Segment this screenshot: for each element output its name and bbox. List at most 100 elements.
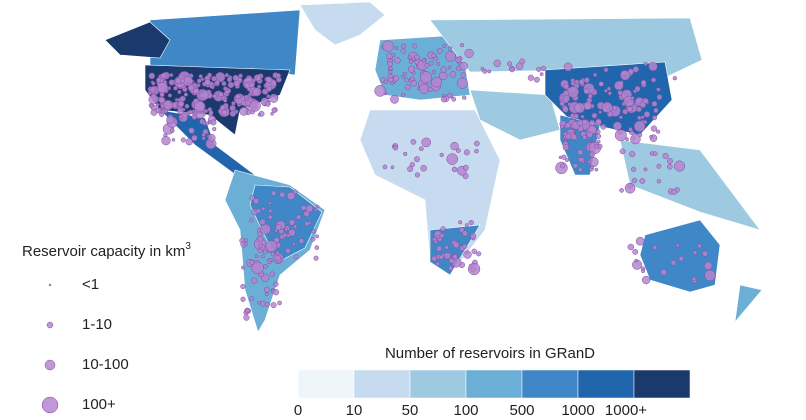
reservoir-dot — [435, 234, 440, 239]
reservoir-dot — [431, 76, 442, 88]
reservoir-dot — [284, 227, 288, 232]
reservoir-dot — [635, 236, 645, 246]
reservoir-dot — [188, 109, 193, 115]
reservoir-dot — [456, 77, 468, 89]
reservoir-dot — [244, 308, 251, 314]
reservoir-dot — [264, 100, 271, 107]
reservoir-dot — [672, 75, 678, 81]
reservoir-dot — [450, 141, 459, 151]
reservoir-dot — [574, 102, 586, 114]
reservoir-dot — [270, 190, 277, 196]
reservoir-dot — [600, 123, 607, 130]
reservoir-dot — [285, 247, 291, 254]
reservoir-dot — [589, 119, 596, 126]
reservoir-dot — [403, 71, 407, 76]
reservoir-dot — [251, 277, 258, 284]
reservoir-dot — [482, 68, 488, 74]
australia — [639, 219, 721, 293]
reservoir-dot — [257, 231, 263, 237]
reservoir-dot — [223, 86, 228, 91]
reservoir-dot — [210, 119, 217, 126]
reservoir-dot — [559, 124, 565, 129]
reservoir-dot — [191, 134, 198, 142]
reservoir-dot — [650, 125, 658, 132]
reservoir-dot — [401, 74, 406, 79]
reservoir-dot — [304, 221, 310, 227]
reservoir-dot — [580, 114, 585, 119]
capacity-legend-label: 1-10 — [82, 316, 112, 333]
reservoir-dot — [184, 103, 190, 109]
reservoir-dot — [267, 214, 273, 220]
reservoir-dot — [394, 57, 401, 64]
reservoir-dot — [617, 90, 623, 96]
reservoir-dot — [151, 81, 156, 86]
reservoir-dot — [640, 115, 645, 120]
reservoir-dot — [462, 164, 469, 171]
reservoir-dot — [407, 65, 416, 73]
reservoir-dot — [652, 115, 658, 121]
reservoir-dot — [414, 156, 420, 163]
colorbar-swatch — [633, 369, 691, 399]
reservoir-dot — [150, 109, 158, 116]
reservoir-dot — [270, 111, 274, 116]
reservoir-dot — [439, 233, 445, 239]
reservoir-dot — [272, 289, 280, 296]
reservoir-dot — [649, 134, 654, 139]
reservoir-dot — [515, 62, 524, 70]
reservoir-dot — [424, 63, 430, 68]
reservoir-dot — [253, 198, 260, 205]
reservoir-dot — [412, 43, 418, 49]
reservoir-dot — [587, 160, 592, 164]
reservoir-dot — [639, 178, 646, 184]
reservoir-dot — [572, 163, 578, 169]
reservoir-dot — [203, 108, 209, 114]
reservoir-dot — [559, 95, 564, 100]
reservoir-dot — [578, 79, 585, 85]
reservoir-dot — [300, 205, 307, 211]
reservoir-dot — [148, 94, 159, 105]
reservoir-dot — [387, 61, 393, 67]
capacity-legend-dot — [41, 396, 59, 414]
reservoir-dot — [212, 94, 217, 99]
reservoir-dot — [204, 78, 211, 86]
capacity-legend-dot — [44, 359, 56, 371]
reservoir-dot — [581, 119, 588, 126]
colorbar-label: 500 — [509, 402, 534, 419]
reservoir-dot — [678, 256, 684, 262]
reservoir-dot — [560, 163, 566, 169]
reservoir-dot — [391, 52, 396, 57]
reservoir-dot — [286, 191, 296, 201]
reservoir-dot — [656, 129, 661, 134]
reservoir-dot — [624, 182, 636, 194]
reservoir-dot — [314, 207, 318, 212]
reservoir-dot — [410, 80, 417, 87]
colorbar-label: 0 — [294, 402, 302, 419]
world-map — [104, 1, 763, 333]
reservoir-dot — [388, 66, 393, 71]
reservoir-dot — [315, 234, 320, 239]
reservoir-dot — [582, 134, 588, 140]
reservoir-dot — [269, 93, 279, 103]
reservoir-dot — [211, 75, 217, 82]
reservoir-dot — [219, 104, 226, 111]
reservoir-dot — [590, 165, 594, 169]
capacity-legend-label: 100+ — [82, 396, 116, 413]
reservoir-dot — [440, 96, 448, 103]
reservoir-dot — [209, 84, 213, 89]
reservoir-dot — [452, 254, 458, 260]
reservoir-dot — [410, 76, 415, 82]
reservoir-dot — [634, 258, 639, 263]
reservoir-dot — [448, 265, 454, 271]
reservoir-dot — [562, 89, 569, 96]
reservoir-dot — [401, 92, 406, 98]
reservoir-dot — [595, 118, 602, 126]
reservoir-dot — [562, 144, 570, 151]
reservoir-dot — [447, 65, 452, 70]
reservoir-dot — [168, 79, 175, 86]
reservoir-dot — [630, 96, 635, 100]
reservoir-dot — [507, 61, 513, 67]
reservoir-dot — [238, 73, 243, 79]
reservoir-dot — [160, 72, 167, 79]
reservoir-dot — [163, 99, 174, 111]
